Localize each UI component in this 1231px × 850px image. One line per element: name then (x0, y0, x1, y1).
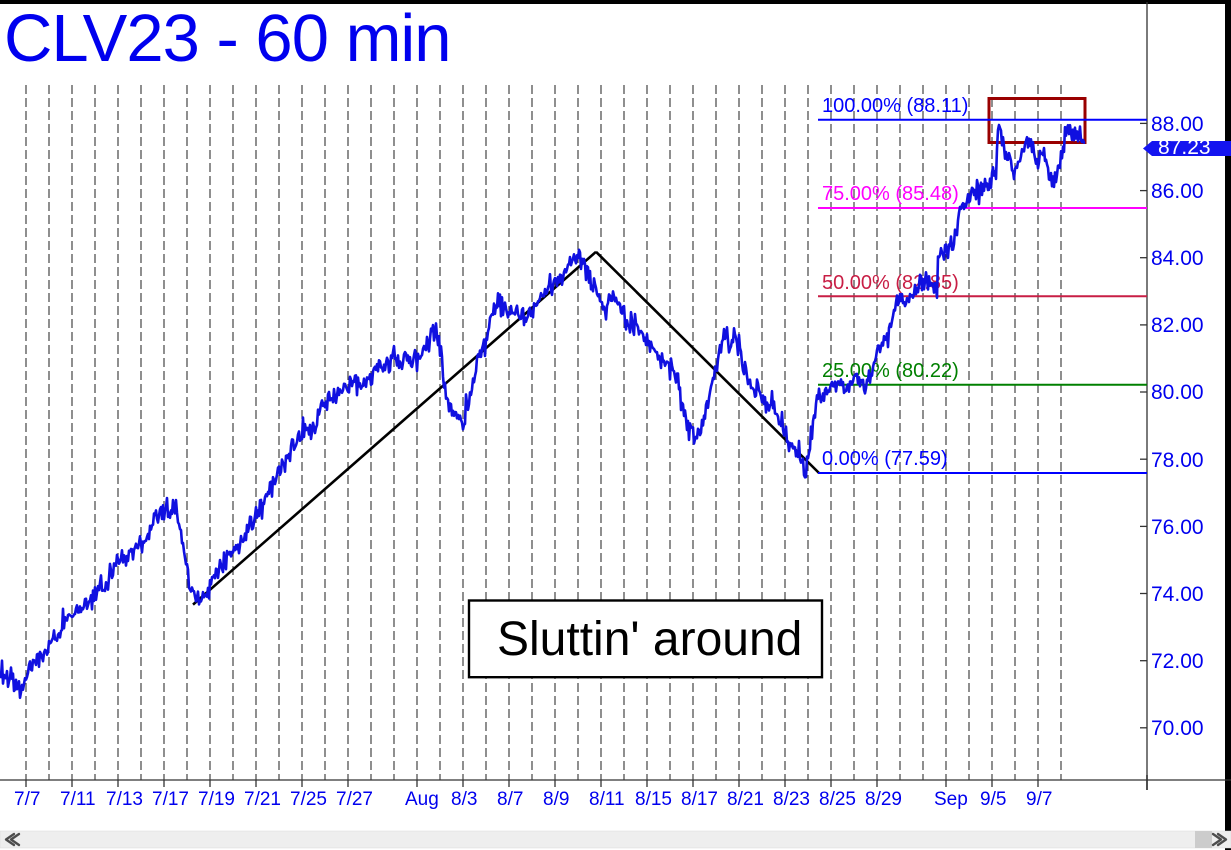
svg-text:87.23: 87.23 (1158, 136, 1211, 159)
svg-text:76.00: 76.00 (1151, 516, 1204, 539)
svg-text:25.00% (80.22): 25.00% (80.22) (822, 360, 959, 382)
svg-text:100.00% (88.11): 100.00% (88.11) (822, 95, 968, 117)
svg-text:75.00% (85.48): 75.00% (85.48) (822, 183, 959, 205)
svg-text:74.00: 74.00 (1151, 583, 1204, 606)
svg-text:8/29: 8/29 (865, 789, 902, 810)
svg-text:7/19: 7/19 (198, 789, 235, 810)
svg-text:80.00: 80.00 (1151, 381, 1204, 404)
svg-text:8/17: 8/17 (681, 789, 718, 810)
svg-text:Sluttin' around: Sluttin' around (497, 613, 802, 666)
svg-text:7/11: 7/11 (60, 789, 96, 810)
svg-text:Aug: Aug (405, 789, 439, 810)
svg-text:8/9: 8/9 (543, 789, 569, 810)
svg-text:0.00% (77.59): 0.00% (77.59) (822, 448, 948, 470)
svg-text:86.00: 86.00 (1151, 180, 1204, 203)
svg-text:8/23: 8/23 (773, 789, 810, 810)
svg-text:78.00: 78.00 (1151, 449, 1204, 472)
svg-text:8/25: 8/25 (819, 789, 856, 810)
svg-text:72.00: 72.00 (1151, 650, 1204, 673)
svg-text:84.00: 84.00 (1151, 247, 1204, 270)
svg-text:9/5: 9/5 (980, 789, 1006, 810)
svg-text:7/27: 7/27 (336, 789, 373, 810)
svg-text:7/21: 7/21 (244, 789, 281, 810)
svg-text:9/7: 9/7 (1026, 789, 1052, 810)
svg-text:8/3: 8/3 (451, 789, 477, 810)
svg-text:7/25: 7/25 (290, 789, 327, 810)
svg-text:8/7: 8/7 (497, 789, 523, 810)
svg-text:8/15: 8/15 (635, 789, 672, 810)
svg-text:8/21: 8/21 (727, 789, 764, 810)
svg-text:8/11: 8/11 (589, 789, 625, 810)
svg-text:7/17: 7/17 (152, 789, 189, 810)
svg-text:7/13: 7/13 (106, 789, 143, 810)
svg-text:Sep: Sep (934, 789, 968, 810)
svg-text:88.00: 88.00 (1151, 113, 1204, 136)
svg-text:7/7: 7/7 (14, 789, 40, 810)
svg-text:70.00: 70.00 (1151, 717, 1204, 740)
svg-text:82.00: 82.00 (1151, 314, 1204, 337)
